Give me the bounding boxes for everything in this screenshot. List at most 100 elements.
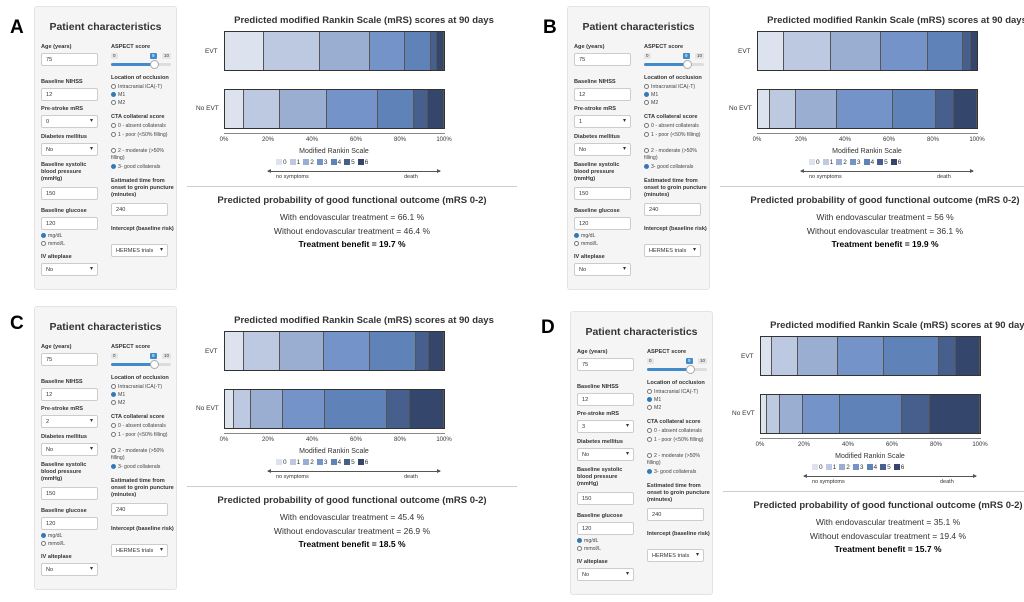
prestroke-mrs-select[interactable]: 1 [574,115,631,128]
intercept-select[interactable]: HERMES trials [111,544,168,557]
aspect-slider-handle[interactable] [150,60,159,69]
occlusion-ica[interactable]: Intracranial ICA(-T) [644,84,695,91]
cta-option-3[interactable]: 3- good collaterals [647,469,711,476]
glucose-unit-mgdl[interactable]: mg/dL [577,538,598,545]
occlusion-m2[interactable]: M2 [647,405,661,412]
diabetes-select[interactable]: No [574,143,631,156]
occlusion-m1[interactable]: M1 [111,392,125,399]
sbp-input[interactable]: 150 [574,187,631,200]
cta-option-1[interactable]: 1 - poor (<50% filling) [647,437,711,444]
occlusion-m2[interactable]: M2 [644,100,658,107]
nihss-input[interactable]: 12 [41,388,98,401]
mrs-legend: 0 1 2 3 4 5 6 [273,159,368,166]
evt-stacked-bar [224,31,445,71]
glucose-unit-mgdl[interactable]: mg/dL [41,233,62,240]
diabetes-select[interactable]: No [41,443,98,456]
iv-alteplase-select[interactable]: No [574,263,631,276]
legend-swatch [825,464,832,470]
cta-option-1[interactable]: 1 - poor (<50% filling) [111,432,175,439]
bar-segment-mrs-5 [901,395,931,433]
bar-segment-mrs-2 [251,390,284,428]
occlusion-m2[interactable]: M2 [111,100,125,107]
arrow-right-label: death [937,174,951,180]
cta-option-2[interactable]: 2 - moderate (>50% filling) [647,453,711,466]
cta-option-3[interactable]: 3- good collaterals [111,164,175,171]
occlusion-m2[interactable]: M2 [111,400,125,407]
cta-option-0[interactable]: 0 - absent collaterals [111,423,175,430]
age-input[interactable]: 75 [41,53,98,66]
bar-segment-mrs-0 [225,332,245,370]
glucose-unit-mgdl[interactable]: mg/dL [41,533,62,540]
occlusion-m1[interactable]: M1 [644,92,658,99]
intercept-select[interactable]: HERMES trials [647,549,704,562]
onset-time-input[interactable]: 240 [111,503,168,516]
glucose-input[interactable]: 120 [41,517,98,530]
cta-option-2[interactable]: 2 - moderate (>50% filling) [644,148,708,161]
cta-option-1[interactable]: 1 - poor (<50% filling) [111,132,175,139]
prestroke-mrs-select[interactable]: 0 [41,115,98,128]
glucose-unit-mmol[interactable]: mmol/L [41,241,65,248]
results-title: Predicted probability of good functional… [217,495,487,506]
iv-alteplase-select[interactable]: No [577,568,634,581]
cta-option-0[interactable]: 0 - absent collaterals [644,123,708,130]
glucose-unit-mmol[interactable]: mmol/L [41,541,65,548]
cta-option-0[interactable]: 0 - absent collaterals [647,428,711,435]
radio-dot [111,92,116,97]
aspect-slider-handle[interactable] [686,365,695,374]
x-tick-label: 0% [755,442,765,448]
radio-dot [644,84,649,89]
intercept-select[interactable]: HERMES trials [644,244,701,257]
onset-time-input[interactable]: 240 [111,203,168,216]
age-input[interactable]: 75 [41,353,98,366]
intercept-label: Intercept (baseline risk) [644,226,707,232]
legend-swatch [836,159,843,165]
sbp-input[interactable]: 150 [41,487,98,500]
cta-option-1-label: 1 - poor (<50% filling) [118,432,168,438]
treatment-benefit: Treatment benefit = 19.7 % [298,239,406,249]
glucose-input[interactable]: 120 [574,217,631,230]
nihss-input[interactable]: 12 [41,88,98,101]
cta-option-3[interactable]: 3- good collaterals [111,464,175,471]
iv-alteplase-select[interactable]: No [41,263,98,276]
glucose-input[interactable]: 120 [41,217,98,230]
onset-time-input[interactable]: 240 [644,203,701,216]
bar-segment-mrs-6 [955,337,980,375]
cta-option-0[interactable]: 0 - absent collaterals [111,123,175,130]
diabetes-select[interactable]: No [41,143,98,156]
cta-option-1[interactable]: 1 - poor (<50% filling) [644,132,708,139]
bar-segment-mrs-4 [884,337,939,375]
cta-option-2[interactable]: 2 - moderate (>50% filling) [111,448,175,461]
prestroke-mrs-label: Pre-stroke mRS [574,106,616,112]
aspect-slider-fill [111,363,154,366]
glucose-unit-mgdl[interactable]: mg/dL [574,233,595,240]
radio-dot [647,428,652,433]
diabetes-select[interactable]: No [577,448,634,461]
nihss-input[interactable]: 12 [574,88,631,101]
onset-time-input[interactable]: 240 [647,508,704,521]
sbp-input[interactable]: 150 [577,492,634,505]
occlusion-m1[interactable]: M1 [111,92,125,99]
occlusion-ica[interactable]: Intracranial ICA(-T) [111,384,162,391]
sbp-input[interactable]: 150 [41,187,98,200]
glucose-input[interactable]: 120 [577,522,634,535]
age-input[interactable]: 75 [577,358,634,371]
chart-title: Predicted modified Rankin Scale (mRS) sc… [767,15,1024,26]
prestroke-mrs-select[interactable]: 2 [41,415,98,428]
glucose-unit-mmol[interactable]: mmol/L [577,546,601,553]
occlusion-ica[interactable]: Intracranial ICA(-T) [647,389,698,396]
cta-option-3[interactable]: 3- good collaterals [644,164,708,171]
aspect-slider-handle[interactable] [683,60,692,69]
bar-segment-mrs-3 [837,337,885,375]
cta-option-2[interactable]: 2 - moderate (>50% filling) [111,148,175,161]
occlusion-ica[interactable]: Intracranial ICA(-T) [111,84,162,91]
occlusion-m1[interactable]: M1 [647,397,661,404]
intercept-select[interactable]: HERMES trials [111,244,168,257]
iv-alteplase-select[interactable]: No [41,563,98,576]
nihss-input[interactable]: 12 [577,393,634,406]
age-input[interactable]: 75 [574,53,631,66]
occlusion-m2-label: M2 [118,400,126,406]
glucose-unit-mmol[interactable]: mmol/L [574,241,598,248]
prestroke-mrs-select[interactable]: 3 [577,420,634,433]
x-tick-label: 40% [305,137,319,143]
aspect-slider-handle[interactable] [150,360,159,369]
